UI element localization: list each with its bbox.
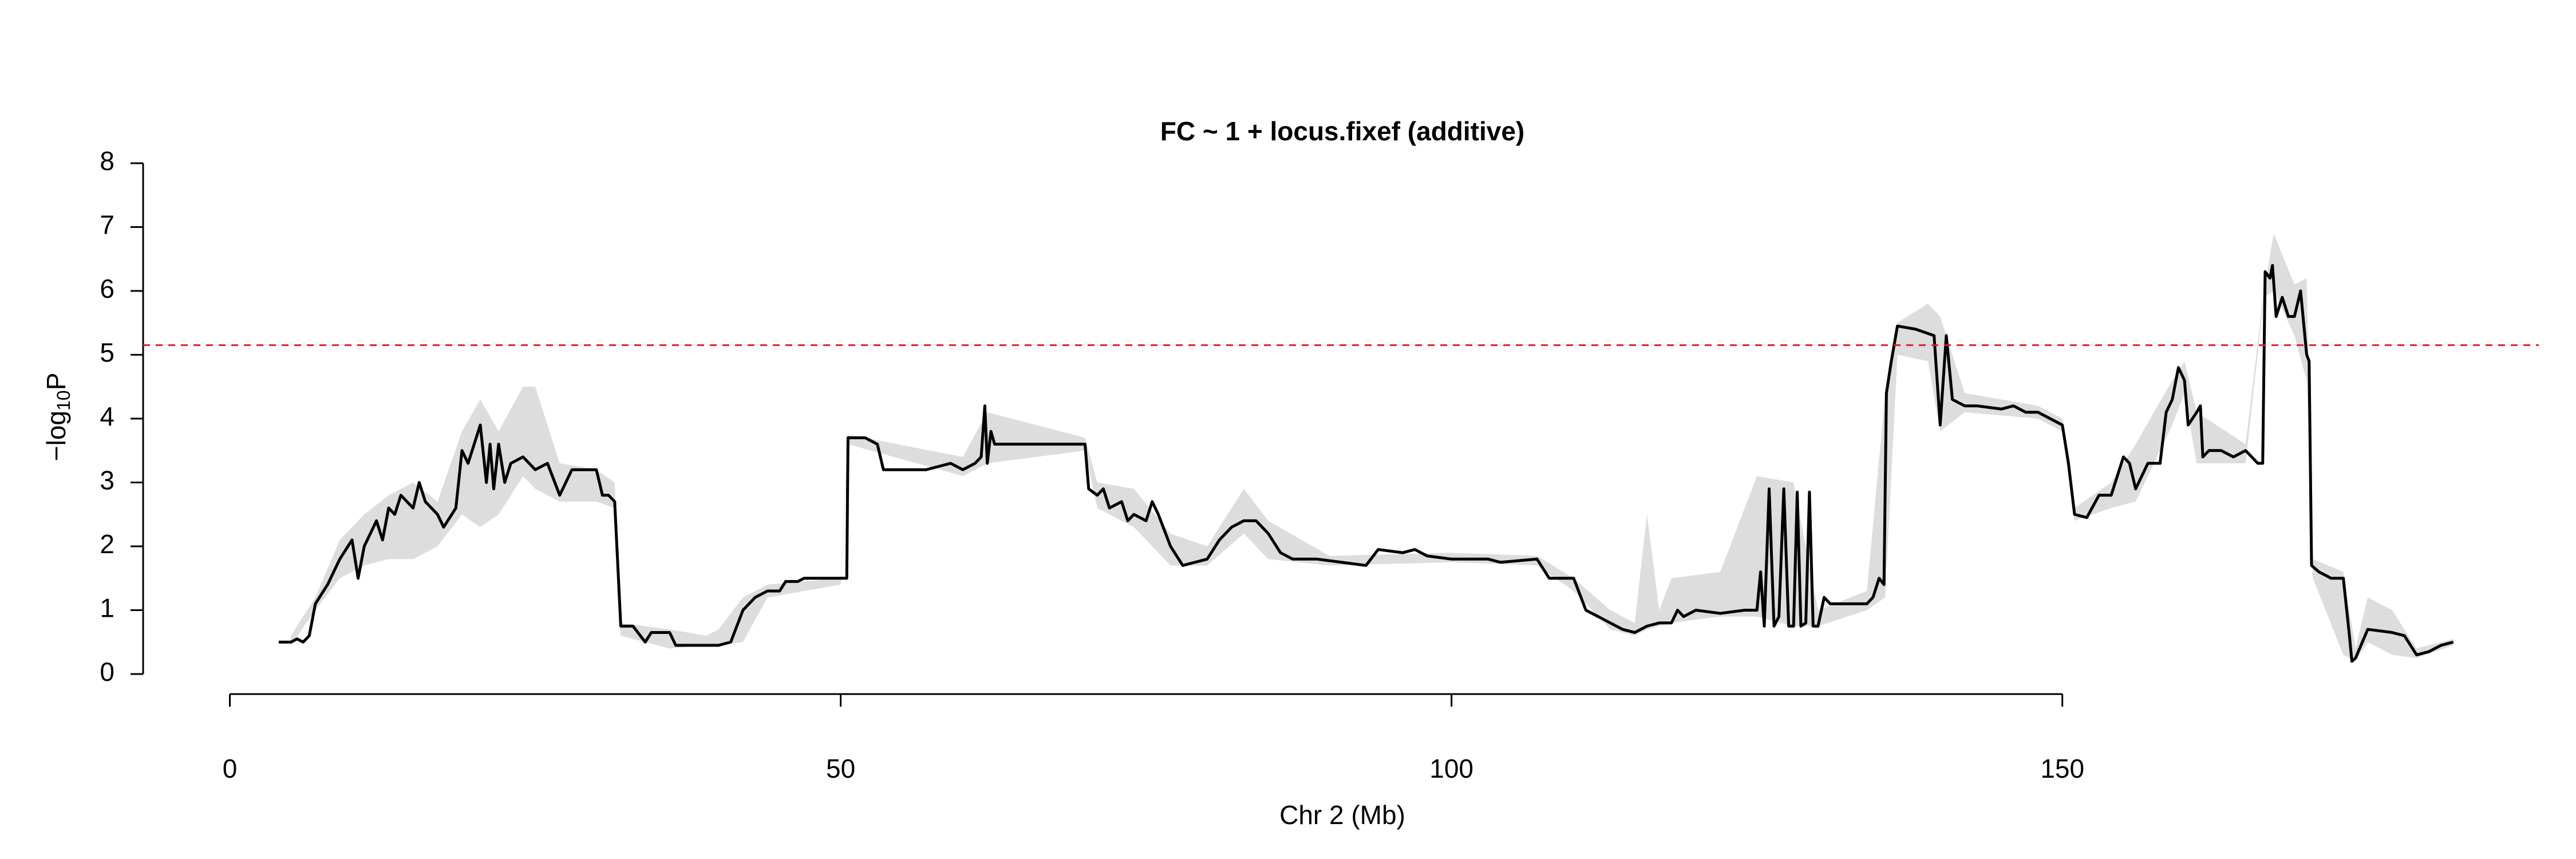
y-tick-label: 1: [100, 593, 114, 623]
x-axis-label: Chr 2 (Mb): [1279, 800, 1405, 830]
confidence-band: [291, 233, 2453, 661]
y-axis-label-subscript: 10: [53, 390, 74, 411]
y-tick-label: 4: [100, 401, 114, 431]
y-tick-label: 7: [100, 210, 114, 240]
y-tick-label: 0: [100, 657, 114, 687]
x-tick-label: 150: [2040, 754, 2084, 783]
x-tick-label: 0: [223, 754, 238, 783]
y-tick-label: 6: [100, 274, 114, 304]
y-tick-label: 2: [100, 529, 114, 559]
y-axis-label-suffix: P: [41, 373, 71, 391]
y-axis-label-main: −log: [41, 411, 71, 461]
chart-title: FC ~ 1 + locus.fixef (additive): [1160, 116, 1525, 146]
y-axis-label: −log10P: [41, 373, 74, 462]
data-line: [278, 263, 2454, 663]
x-tick-label: 100: [1429, 754, 1473, 783]
x-tick-label: 50: [826, 754, 855, 783]
y-tick-label: 5: [100, 338, 114, 368]
y-tick-label: 3: [100, 466, 114, 495]
y-tick-label: 8: [100, 146, 114, 176]
